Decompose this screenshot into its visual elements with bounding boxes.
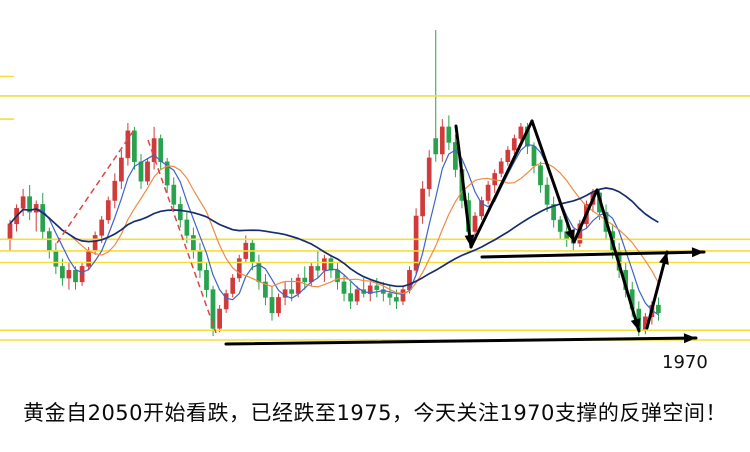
support-price-label: 1970 bbox=[662, 352, 708, 373]
analysis-caption: 黄金自2050开始看跌，已经跌至1975，今天关注1970支撑的反弹空间！ bbox=[23, 401, 727, 425]
